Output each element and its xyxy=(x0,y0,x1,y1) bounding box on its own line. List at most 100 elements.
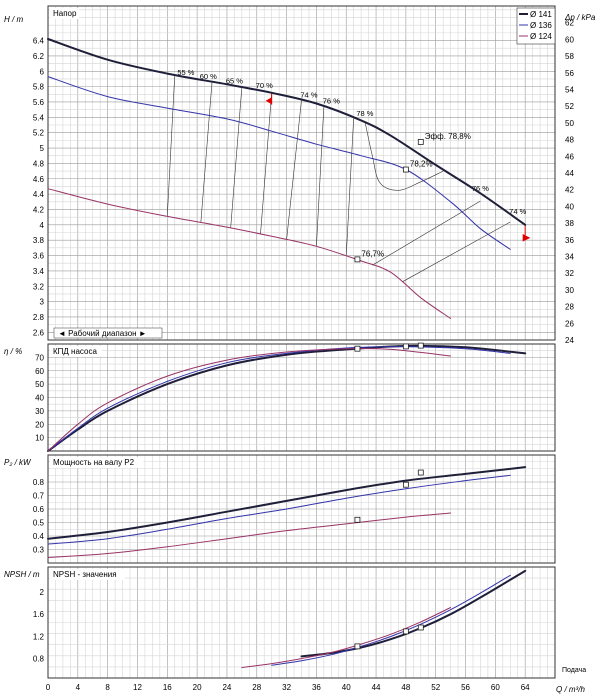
series-line-2 xyxy=(47,346,511,452)
iso-efficiency-line xyxy=(260,92,272,235)
y-tick-label: 50 xyxy=(35,380,44,389)
legend: Ø 141 Ø 136 Ø 124 xyxy=(516,7,556,45)
y-tick-label: 30 xyxy=(35,407,44,416)
working-range-box xyxy=(53,327,163,339)
iso-efficiency-line xyxy=(200,81,213,223)
x-tick-label: 36 xyxy=(312,683,321,692)
duty-point-marker xyxy=(354,345,361,352)
x-axis-extra-label: Подача xyxy=(562,667,586,674)
y2-tick-label: 62 xyxy=(565,19,574,28)
iso-efficiency-label: 76 % xyxy=(472,184,489,193)
y2-tick-label: 36 xyxy=(565,236,574,245)
x-axis: 0 4 8 12 16 20 24 28 32 36 40 44 48 52 56 60 64 xyxy=(46,683,530,692)
y2-axis-label: Δp / kPa xyxy=(564,13,596,22)
y-tick-label: 3.4 xyxy=(33,267,45,276)
y-tick-label: 5.2 xyxy=(33,129,45,138)
series-line-2 xyxy=(271,574,511,666)
x-tick-label: 12 xyxy=(133,683,142,692)
y-tick-label: 3 xyxy=(40,298,45,307)
x-tick-label: 4 xyxy=(76,683,81,692)
duty-point-label: Эфф. 78,8% xyxy=(425,132,471,141)
panel-title-bg xyxy=(50,569,125,580)
legend-label: Ø 136 xyxy=(530,21,552,30)
y-tick-label: 5.4 xyxy=(33,113,45,122)
x-tick-label: 52 xyxy=(431,683,440,692)
iso-efficiency-label: 74 % xyxy=(509,207,526,216)
y-tick-label: 3.6 xyxy=(33,252,45,261)
y-tick-label: 0.5 xyxy=(33,519,45,528)
panel-0: 2.6 2.8 3 3.2 3.4 3.6 3.8 4 4.2 4.4 4.6 4.8 5 5.2 5.4 5… xyxy=(4,5,596,345)
series-line-1 xyxy=(47,466,527,540)
x-tick-label: 48 xyxy=(401,683,410,692)
x-tick-label: 32 xyxy=(282,683,291,692)
y2-tick-label: 34 xyxy=(565,253,574,262)
y2-tick-label: 56 xyxy=(565,69,574,78)
duty-point-marker xyxy=(417,342,424,349)
duty-point-marker xyxy=(417,469,424,476)
duty-point-marker xyxy=(402,628,409,635)
iso-efficiency-label: 74 % xyxy=(300,90,317,99)
series-line-1 xyxy=(47,344,527,452)
panel-frame xyxy=(47,5,556,341)
legend-label: Ø 124 xyxy=(530,32,552,41)
y2-tick-label: 26 xyxy=(565,319,574,328)
duty-point-marker xyxy=(354,516,361,523)
iso-efficiency-label: 55 % xyxy=(177,68,194,77)
x-tick-label: 24 xyxy=(222,683,231,692)
y-tick-label: 3.2 xyxy=(33,282,45,291)
y-tick-label: 4.8 xyxy=(33,159,45,168)
series-line-1 xyxy=(47,38,527,226)
y2-tick-label: 38 xyxy=(565,219,574,228)
x-axis-label: Q / m³/h xyxy=(556,685,585,694)
panel-frame xyxy=(47,343,556,452)
duty-point-marker xyxy=(402,481,409,488)
iso-efficiency-label: 78 % xyxy=(356,109,373,118)
x-tick-label: 28 xyxy=(252,683,261,692)
iso-efficiency-label: 70 % xyxy=(256,81,273,90)
series-line-3 xyxy=(47,188,452,319)
y-tick-label: 1.2 xyxy=(33,632,45,641)
duty-point-marker xyxy=(417,624,424,631)
y-tick-label: 40 xyxy=(35,394,44,403)
x-tick-label: 16 xyxy=(163,683,172,692)
iso-efficiency-line xyxy=(166,74,176,217)
y-tick-label: 0.8 xyxy=(33,478,45,487)
x-tick-label: 56 xyxy=(461,683,470,692)
y-tick-label: 6.2 xyxy=(33,52,45,61)
y-axis-label: H / m xyxy=(4,15,23,24)
iso-efficiency-line xyxy=(345,117,354,257)
y-tick-label: 0.7 xyxy=(33,492,45,501)
y-tick-label: 70 xyxy=(35,353,44,362)
y-tick-label: 5 xyxy=(40,144,45,153)
duty-point-marker xyxy=(402,343,409,350)
y2-tick-label: 48 xyxy=(565,136,574,145)
series-line-3 xyxy=(47,512,452,559)
series-line-3 xyxy=(241,607,452,668)
iso-efficiency-line xyxy=(402,221,511,283)
iso-efficiency-label: 76 % xyxy=(323,97,340,106)
x-tick-label: 0 xyxy=(46,683,51,692)
range-end-marker xyxy=(522,224,531,242)
x-tick-label: 20 xyxy=(193,683,202,692)
panel-title-bg xyxy=(50,8,79,19)
panel-1: 10 20 30 40 50 60 70 η / % КПД насоса xyxy=(4,342,556,452)
y-tick-label: 5.8 xyxy=(33,83,45,92)
y2-tick-label: 50 xyxy=(565,119,574,128)
duty-point-label: 78,2% xyxy=(410,160,433,169)
y-tick-label: 4.4 xyxy=(33,190,45,199)
iso-efficiency-line xyxy=(230,87,243,228)
panel-title: Напор xyxy=(53,9,77,18)
y2-tick-label: 58 xyxy=(565,52,574,61)
y-tick-label: 0.3 xyxy=(33,546,45,555)
panel-title: Мощность на валу P2 xyxy=(53,458,135,467)
y2-tick-label: 32 xyxy=(565,269,574,278)
working-range-label: ◄ Рабочий диапазон ► xyxy=(58,329,147,338)
x-tick-label: 64 xyxy=(521,683,530,692)
duty-point-marker xyxy=(354,256,361,263)
y-tick-label: 4.6 xyxy=(33,175,45,184)
y2-tick-label: 44 xyxy=(565,169,574,178)
x-tick-label: 40 xyxy=(342,683,351,692)
y2-tick-label: 24 xyxy=(565,336,574,345)
y2-tick-label: 28 xyxy=(565,303,574,312)
